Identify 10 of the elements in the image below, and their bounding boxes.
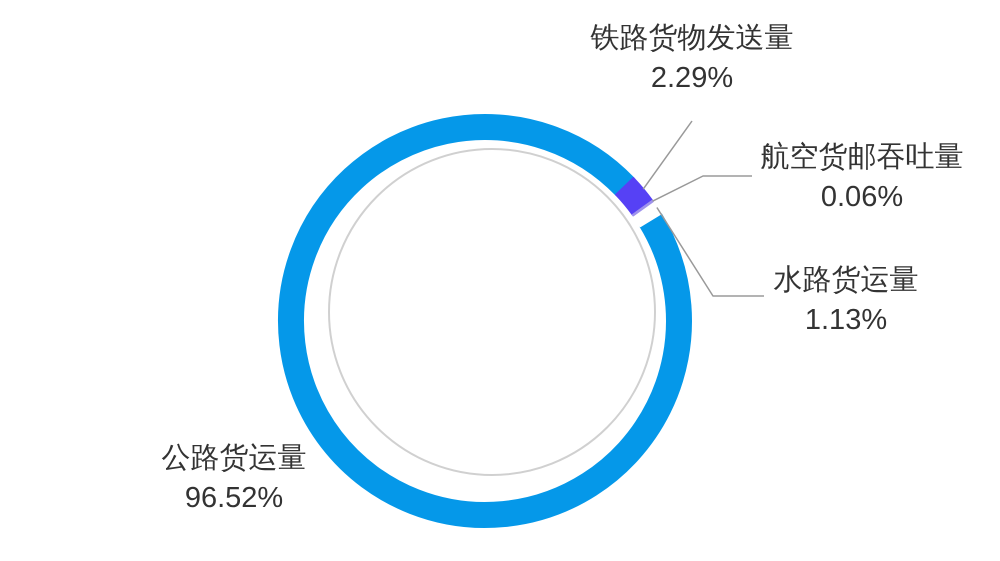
donut-slice: [615, 177, 654, 216]
slice-label: 航空货邮吞吐量: [760, 141, 964, 173]
slice-label: 水路货运量: [774, 264, 918, 296]
data-label: 1.13%: [804, 304, 888, 336]
data-label: 0.06%: [820, 181, 904, 213]
slice-label: 公路货运量: [162, 442, 306, 474]
data-label: 2.29%: [650, 62, 734, 94]
slice-label: 铁路货物发送量: [590, 22, 794, 54]
data-label: 96.52%: [184, 482, 284, 514]
donut-slice: [632, 200, 654, 216]
